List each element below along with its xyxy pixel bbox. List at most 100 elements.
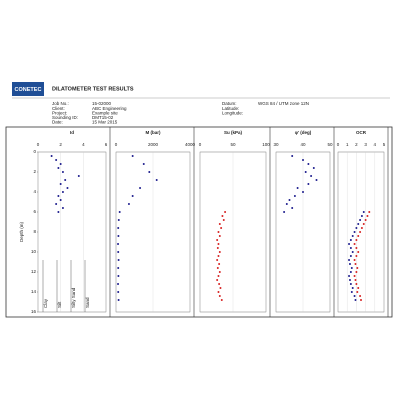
- x-tick-label: 40: [300, 142, 306, 147]
- x-tick-label: 5: [383, 142, 386, 147]
- data-point: [355, 239, 358, 241]
- data-point: [117, 267, 120, 269]
- data-point: [366, 215, 369, 217]
- data-point: [307, 183, 310, 185]
- field-label: Job No.:: [52, 101, 69, 106]
- panel-title: OCR: [356, 130, 367, 135]
- data-point: [142, 163, 145, 165]
- y-tick-label: 6: [33, 209, 36, 214]
- data-point: [307, 163, 310, 165]
- data-point: [355, 271, 358, 273]
- data-point: [217, 275, 220, 277]
- y-tick-label: 10: [31, 249, 37, 254]
- data-point: [354, 299, 357, 301]
- data-point: [291, 207, 294, 209]
- data-point: [224, 211, 227, 213]
- data-point: [216, 247, 219, 249]
- data-point: [117, 291, 120, 293]
- data-point: [61, 207, 64, 209]
- data-point: [353, 295, 356, 297]
- x-tick-label: 2000: [148, 142, 159, 147]
- panel-title: M (bar): [146, 130, 162, 135]
- data-point: [57, 167, 60, 169]
- data-point: [288, 199, 291, 201]
- data-point: [55, 159, 58, 161]
- data-point: [59, 183, 62, 185]
- data-point: [357, 287, 360, 289]
- logo-box: [12, 82, 44, 96]
- field-value: ABC Engineering: [92, 106, 127, 111]
- data-point: [216, 279, 219, 281]
- data-point: [117, 251, 120, 253]
- data-point: [356, 267, 359, 269]
- data-point: [117, 219, 120, 221]
- data-point: [364, 219, 367, 221]
- soil-label: Silty Sand: [71, 287, 76, 308]
- data-point: [353, 259, 356, 261]
- data-point: [217, 243, 220, 245]
- field-value: DMT15-02: [92, 115, 114, 120]
- data-point: [59, 199, 62, 201]
- x-tick-label: 0: [199, 142, 202, 147]
- data-point: [348, 243, 351, 245]
- data-point: [216, 267, 219, 269]
- data-point: [351, 287, 354, 289]
- data-point: [348, 259, 351, 261]
- data-point: [222, 219, 225, 221]
- soil-label: Sand: [85, 297, 90, 308]
- field-label: Client:: [52, 106, 65, 111]
- data-point: [359, 295, 362, 297]
- x-tick-label: 6: [105, 142, 108, 147]
- data-point: [304, 171, 307, 173]
- x-tick-label: 30: [273, 142, 279, 147]
- data-point: [353, 243, 356, 245]
- data-point: [61, 171, 64, 173]
- x-tick-label: 0: [115, 142, 118, 147]
- x-tick-label: 50: [230, 142, 236, 147]
- data-point: [355, 247, 358, 249]
- data-point: [349, 271, 352, 273]
- location-label: Datum:: [222, 101, 237, 106]
- field-label: Date:: [52, 120, 63, 125]
- data-point: [117, 235, 120, 237]
- y-tick-label: 4: [33, 189, 36, 194]
- data-point: [354, 263, 357, 265]
- data-point: [117, 283, 120, 285]
- field-value: 15-02000: [92, 101, 112, 106]
- data-point: [117, 227, 120, 229]
- data-point: [221, 215, 224, 217]
- x-tick-label: 50: [327, 142, 333, 147]
- data-point: [218, 263, 221, 265]
- data-point: [359, 231, 362, 233]
- panel-title: Id: [70, 130, 74, 135]
- data-point: [362, 223, 365, 225]
- data-point: [353, 231, 356, 233]
- data-point: [117, 299, 120, 301]
- data-point: [218, 235, 221, 237]
- data-point: [217, 255, 220, 257]
- data-point: [155, 179, 158, 181]
- data-point: [356, 291, 359, 293]
- y-tick-label: 2: [33, 169, 36, 174]
- data-point: [355, 283, 358, 285]
- frame: [5, 126, 393, 318]
- data-point: [348, 263, 351, 265]
- data-point: [57, 195, 60, 197]
- data-point: [117, 243, 120, 245]
- x-tick-label: 4000: [185, 142, 196, 147]
- data-point: [302, 191, 304, 193]
- data-point: [59, 163, 62, 165]
- data-point: [285, 203, 288, 205]
- data-point: [359, 219, 362, 221]
- data-point: [293, 195, 296, 197]
- y-tick-label: 14: [31, 289, 37, 294]
- y-tick-label: 0: [33, 149, 36, 154]
- data-point: [348, 275, 351, 277]
- y-axis-title: Depth (m): [19, 222, 24, 243]
- x-tick-label: 2: [59, 142, 62, 147]
- field-label: Project:: [52, 110, 67, 115]
- panel-title: Su (kPa): [224, 130, 243, 135]
- data-point: [355, 255, 358, 257]
- data-point: [350, 291, 353, 293]
- x-tick-label: 0: [37, 142, 40, 147]
